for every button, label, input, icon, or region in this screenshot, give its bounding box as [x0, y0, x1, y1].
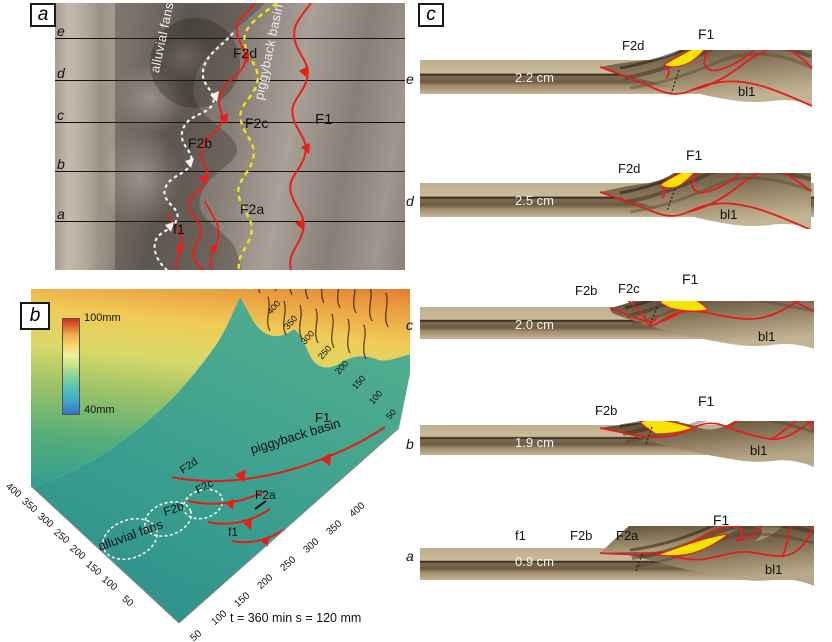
svg-text:100: 100 [99, 574, 119, 593]
svg-text:400: 400 [347, 500, 367, 520]
svg-text:150: 150 [232, 590, 252, 610]
svg-text:150: 150 [83, 559, 103, 578]
svg-text:200: 200 [255, 572, 275, 592]
svg-text:50: 50 [189, 628, 205, 642]
svg-text:350: 350 [324, 518, 344, 538]
svg-text:t = 360 min s = 120 mm: t = 360 min s = 120 mm [230, 611, 361, 625]
svg-text:F2a: F2a [255, 488, 276, 502]
svg-text:200: 200 [67, 543, 87, 562]
svg-text:400: 400 [3, 481, 23, 500]
svg-text:300: 300 [35, 511, 55, 530]
svg-text:100: 100 [209, 608, 229, 628]
svg-text:250: 250 [51, 527, 71, 546]
svg-text:50: 50 [120, 594, 136, 610]
svg-text:f1: f1 [228, 525, 238, 539]
svg-text:300: 300 [301, 536, 321, 556]
svg-text:250: 250 [278, 554, 298, 574]
svg-text:350: 350 [19, 496, 39, 515]
